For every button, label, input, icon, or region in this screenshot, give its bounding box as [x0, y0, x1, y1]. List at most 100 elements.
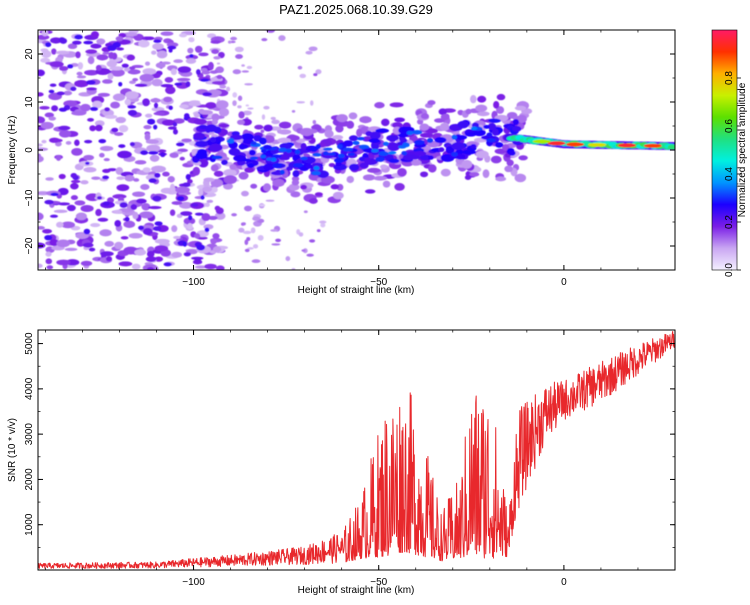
- spectrogram-cell: [292, 170, 300, 178]
- spectrogram-cell: [226, 138, 235, 144]
- spectrogram-cell: [475, 104, 488, 112]
- spectrogram-cell: [169, 209, 176, 216]
- y-tick-label: 0: [24, 147, 35, 153]
- spectrogram-cell: [59, 37, 68, 44]
- spectrogram-cell: [210, 164, 219, 172]
- spectrogram-cell: [470, 94, 477, 104]
- spectrogram-cell: [177, 148, 188, 153]
- spectrogram-cell: [490, 155, 502, 164]
- spectrogram-cell: [146, 250, 155, 258]
- y-tick-label: 20: [24, 48, 35, 60]
- spectrogram-cell: [90, 223, 101, 228]
- spectrogram-cell: [244, 205, 252, 212]
- spectrogram-cell: [310, 100, 314, 106]
- colorbar: 0.0 0.2 0.4 0.6 0.8 Normalized spectral ampl…: [711, 29, 748, 277]
- spectrogram-cell: [70, 182, 79, 190]
- spectrogram-cell: [392, 122, 403, 129]
- spectrogram-cell: [241, 70, 249, 73]
- spectrogram-cell: [617, 143, 636, 148]
- spectrogram-cell: [51, 105, 59, 112]
- spectrogram-cell: [406, 130, 414, 136]
- spectrogram-cell: [221, 159, 228, 166]
- spectrogram-cell: [160, 31, 174, 36]
- spectrogram-cell: [194, 45, 203, 53]
- spectrogram-cell: [44, 234, 53, 241]
- spectrogram-cell: [440, 168, 451, 177]
- spectrogram-cell: [238, 171, 249, 180]
- spectrogram-cell: [242, 230, 252, 235]
- spectrogram-cell: [83, 154, 95, 161]
- spectrogram-cell: [175, 186, 190, 194]
- spectrogram-cell: [271, 243, 281, 246]
- spectrogram-cell: [667, 144, 675, 150]
- spectrogram-cell: [83, 40, 94, 45]
- spectrogram-cell: [134, 83, 148, 87]
- spectrogram-cell: [336, 114, 348, 123]
- spectrogram-cell: [113, 132, 124, 136]
- spectrogram-cell: [185, 81, 191, 88]
- snr-series-line: [38, 330, 675, 569]
- spectrogram-cell: [118, 82, 123, 87]
- spectrogram-cell: [72, 40, 82, 45]
- spectrogram-cell: [547, 141, 566, 146]
- spectrogram-cell: [209, 136, 217, 143]
- spectrogram-cell: [148, 205, 162, 210]
- spectrogram-cell: [288, 183, 300, 191]
- spectrogram-cell: [131, 263, 141, 270]
- spectrogram-cell: [167, 126, 177, 130]
- spectrogram-cell: [172, 122, 178, 127]
- spectrogram-cell: [259, 203, 266, 207]
- spectrogram-cell: [108, 52, 115, 59]
- spectrogram-cell: [427, 155, 434, 160]
- spectrogram-cell: [375, 156, 385, 162]
- spectrogram-cell: [179, 104, 189, 109]
- spectrogram-x-ticks: −100 −50 0: [45, 30, 676, 288]
- spectrogram-cell: [298, 232, 304, 237]
- spectrogram-cell: [191, 203, 199, 207]
- spectrogram-cell: [168, 48, 173, 53]
- spectrogram-cell: [104, 107, 110, 112]
- spectrogram-cell: [496, 93, 506, 101]
- spectrogram-cell: [145, 256, 157, 263]
- spectrogram-cell: [216, 100, 229, 109]
- spectrogram-cell: [218, 51, 225, 59]
- spectrogram-cell: [129, 142, 136, 147]
- spectrogram-cell: [299, 73, 307, 79]
- spectrogram-cell: [216, 62, 221, 65]
- spectrogram-cell: [74, 139, 80, 147]
- spectrogram-cell: [397, 133, 409, 138]
- spectrogram-cell: [488, 118, 501, 123]
- spectrogram-cell: [44, 112, 55, 118]
- spectrogram-cell: [118, 124, 129, 133]
- y-tick-label: 4000: [24, 377, 35, 400]
- spectrogram-cell: [457, 120, 469, 129]
- spectrogram-cell: [210, 40, 221, 44]
- spectrogram-cell: [104, 114, 118, 119]
- spectrogram-cell: [149, 154, 160, 162]
- spectrogram-cell: [294, 149, 301, 155]
- y-tick-label: 3000: [24, 423, 35, 446]
- spectrogram-cell: [532, 139, 551, 144]
- spectrogram-cell: [183, 252, 191, 257]
- spectrogram-cell: [102, 79, 113, 84]
- spectrogram-cell: [238, 144, 249, 149]
- spectrogram-cell: [248, 149, 256, 156]
- spectrogram-cell: [283, 150, 295, 157]
- spectrogram-cell: [171, 251, 183, 258]
- spectrogram-cell: [235, 54, 243, 59]
- spectrogram-cell: [420, 113, 429, 120]
- spectrogram-cell: [97, 92, 110, 97]
- spectrogram-cell: [134, 160, 147, 165]
- spectrogram-cell: [168, 105, 173, 110]
- spectrogram-cell: [109, 66, 124, 71]
- spectrogram-cell: [491, 128, 499, 136]
- spectrogram-cell: [41, 50, 52, 58]
- spectrogram-cell: [151, 78, 163, 87]
- spectrogram-cell: [219, 84, 227, 89]
- spectrogram-cell: [229, 164, 237, 170]
- spectrogram-cell: [244, 83, 253, 86]
- spectrogram-cell: [451, 142, 465, 151]
- spectrogram-cell: [242, 158, 252, 162]
- spectrogram-cell: [89, 125, 96, 132]
- spectrogram-cell: [259, 154, 267, 159]
